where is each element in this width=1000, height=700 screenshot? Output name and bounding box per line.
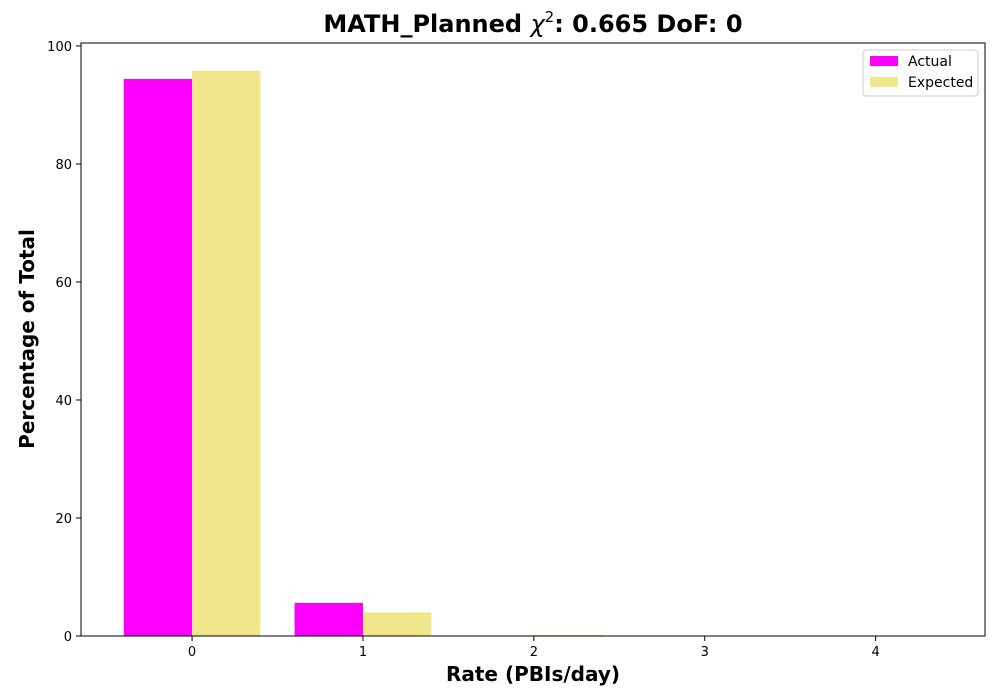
x-tick-label-0: 0 bbox=[188, 645, 196, 660]
y-tick-label-60: 60 bbox=[55, 276, 72, 291]
legend-label-actual: Actual bbox=[908, 54, 952, 70]
x-axis-label: Rate (PBIs/day) bbox=[446, 662, 620, 686]
legend-swatch-actual bbox=[870, 56, 898, 66]
bar-actual-0 bbox=[123, 78, 193, 637]
bar-actual-1 bbox=[294, 602, 363, 636]
chart-title-superscript: 2 bbox=[545, 8, 555, 26]
axes-frame bbox=[80, 42, 986, 637]
x-tick-label-1: 1 bbox=[359, 645, 367, 660]
y-tick-label-80: 80 bbox=[55, 158, 72, 173]
chart-title-suffix: : 0.665 DoF: 0 bbox=[554, 10, 742, 38]
legend-label-expected: Expected bbox=[908, 75, 973, 91]
y-tick-label-40: 40 bbox=[55, 394, 72, 409]
x-axis-ticks: 0 1 2 3 4 bbox=[188, 636, 880, 660]
chart-title-prefix: MATH_Planned bbox=[323, 10, 530, 38]
x-tick-label-3: 3 bbox=[701, 645, 709, 660]
y-axis-label: Percentage of Total bbox=[15, 229, 39, 449]
legend: Actual Expected bbox=[862, 49, 979, 97]
y-tick-label-0: 0 bbox=[64, 630, 72, 645]
legend-swatch-expected bbox=[870, 77, 898, 87]
bar-expected-0 bbox=[192, 70, 261, 637]
y-tick-label-20: 20 bbox=[55, 512, 72, 527]
x-tick-label-2: 2 bbox=[530, 645, 538, 660]
x-tick-label-4: 4 bbox=[871, 645, 879, 660]
bar-expected-2 bbox=[533, 634, 603, 636]
y-tick-label-100: 100 bbox=[47, 40, 72, 55]
y-axis-ticks: 0 20 40 60 80 100 bbox=[47, 40, 81, 645]
bar-expected-1 bbox=[362, 612, 432, 636]
chart-title-chi-symbol: χ bbox=[528, 10, 545, 38]
bars-group bbox=[123, 70, 603, 637]
chart-title: MATH_Planned χ2: 0.665 DoF: 0 bbox=[323, 8, 742, 38]
